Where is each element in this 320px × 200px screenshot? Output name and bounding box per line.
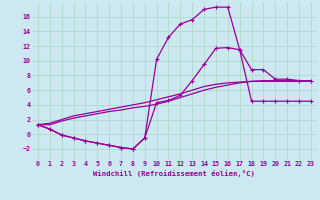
X-axis label: Windchill (Refroidissement éolien,°C): Windchill (Refroidissement éolien,°C) (93, 170, 255, 177)
